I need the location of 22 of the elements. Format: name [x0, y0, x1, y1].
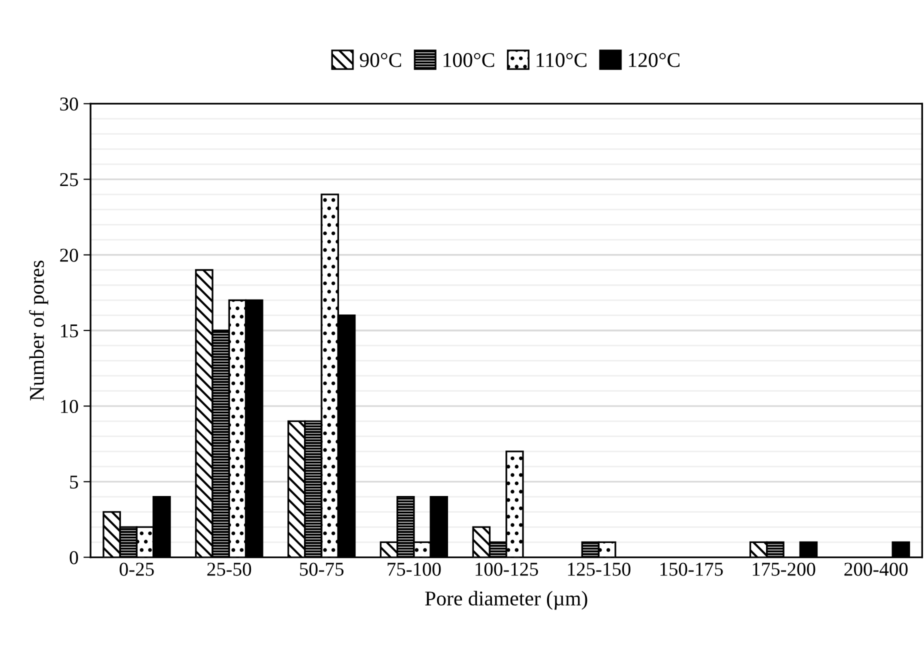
x-tick-label: 75-100: [388, 562, 441, 576]
y-tick-label: 0: [70, 551, 78, 564]
legend-label: 90°C: [360, 53, 402, 68]
legend-label: 110°C: [536, 53, 586, 68]
y-tick-label: 10: [61, 400, 78, 414]
x-tick-label: 200-400: [844, 562, 908, 576]
x-tick-label: 50-75: [300, 562, 344, 576]
y-tick-label: 25: [60, 173, 78, 186]
y-tick-label: 15: [61, 324, 78, 338]
x-axis-title: Pore diameter (µm): [425, 590, 588, 610]
x-tick-label: 175-200: [752, 562, 816, 576]
y-axis-title: Number of pores: [29, 260, 48, 400]
x-tick-label: 150-175: [660, 562, 723, 576]
y-tick-label: 20: [60, 248, 78, 262]
x-tick-label: 125-150: [568, 562, 630, 576]
legend-label: 100°C: [444, 53, 494, 68]
y-tick-label: 5: [70, 476, 78, 489]
x-tick-label: 25-50: [207, 562, 252, 576]
legend-label: 120°C: [628, 53, 680, 68]
x-tick-label: 100-125: [476, 562, 538, 576]
y-tick-label: 30: [60, 97, 78, 111]
x-tick-label: 0-25: [120, 562, 154, 576]
